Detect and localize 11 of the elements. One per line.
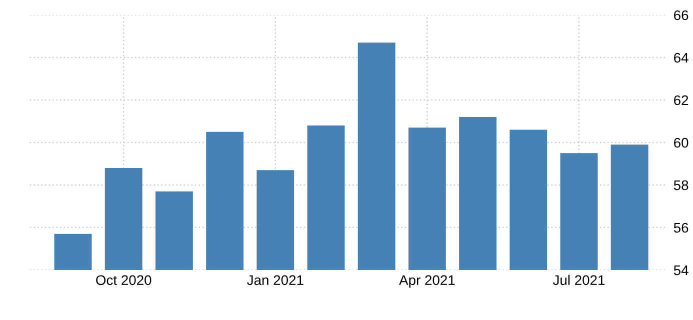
y-tick-label: 58 xyxy=(674,180,688,190)
y-tick-label: 60 xyxy=(674,138,688,148)
y-tick-label: 64 xyxy=(674,52,688,63)
x-tick-label: Apr 2021 xyxy=(399,275,455,288)
y-tick-label: 56 xyxy=(674,222,688,233)
y-tick-label: 62 xyxy=(674,95,688,106)
x-tick-label: Jul 2021 xyxy=(552,274,605,286)
x-tick-label: Jan 2021 xyxy=(247,275,304,286)
y-tick-label: 54 xyxy=(674,265,688,276)
x-tick-label: Oct 2020 xyxy=(96,275,152,286)
y-tick-label: 66 xyxy=(674,10,688,20)
